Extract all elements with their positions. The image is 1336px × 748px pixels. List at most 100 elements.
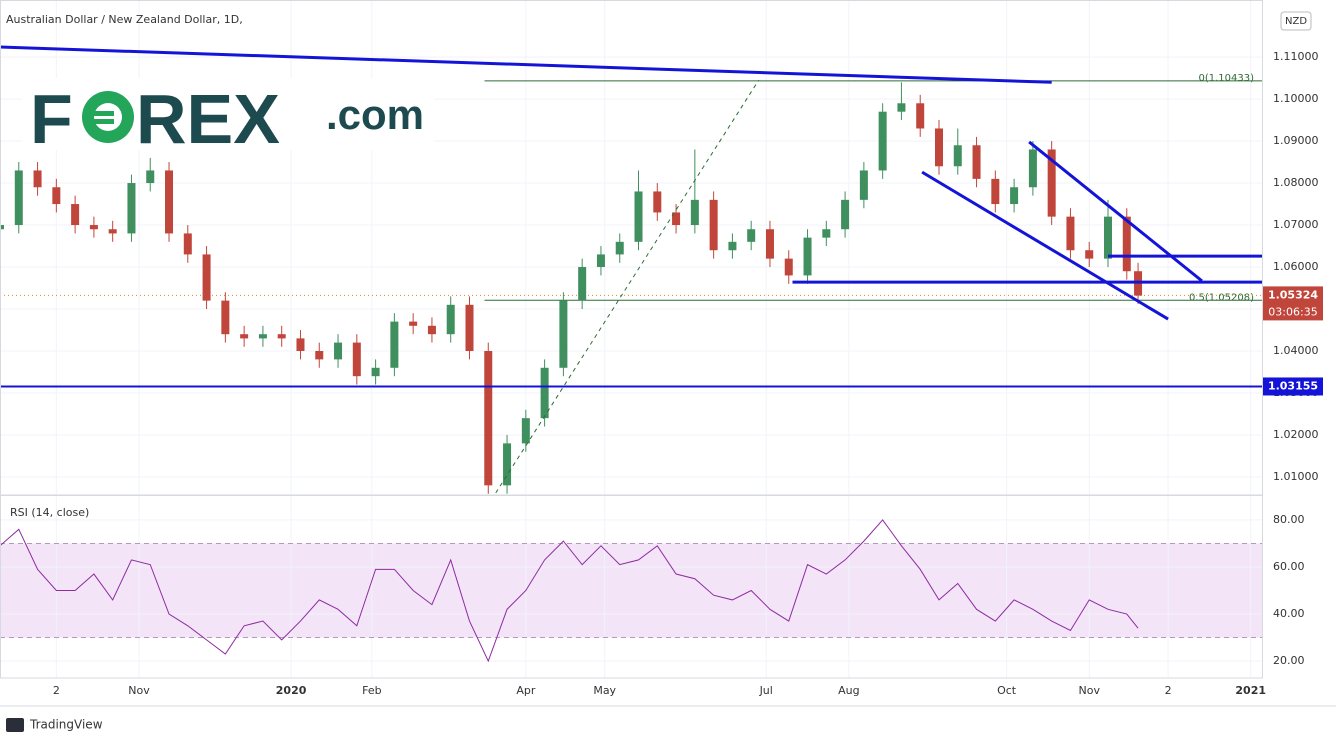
candle-body — [897, 103, 906, 112]
candle-body — [315, 350, 324, 360]
candle-body — [596, 254, 605, 268]
x-tick-label: 2 — [53, 684, 60, 697]
rsi-tick-label: 80.00 — [1273, 513, 1305, 526]
candle-body — [202, 254, 211, 301]
countdown-label: 03:06:35 — [1268, 305, 1317, 318]
logo-suffix: .com — [326, 91, 424, 138]
x-tick-label: Feb — [362, 684, 381, 697]
candle-body — [165, 170, 174, 234]
candle-body — [33, 170, 42, 188]
trend-line — [0, 45, 1052, 84]
x-tick-label: Nov — [128, 684, 150, 697]
candle-body — [728, 241, 737, 251]
candle-body — [71, 204, 80, 226]
candle-body — [690, 199, 699, 226]
logo-right: REX — [136, 80, 280, 158]
tradingview-icon — [6, 718, 24, 732]
candle-body — [277, 334, 286, 339]
x-tick-label: Jul — [759, 684, 773, 697]
fib-label: 0.5(1.05208) — [1189, 292, 1254, 303]
x-tick-label: 2021 — [1235, 684, 1266, 697]
candle-body — [14, 170, 23, 226]
trend-line — [495, 79, 760, 494]
x-tick-label: 2 — [1165, 684, 1172, 697]
candle-body — [240, 334, 249, 339]
last-price-label: 1.05324 — [1268, 288, 1318, 301]
candle-body — [1028, 149, 1037, 188]
candle-body — [822, 229, 831, 238]
candle-body — [859, 170, 868, 200]
candle-body — [521, 418, 530, 444]
candle-body — [446, 304, 455, 335]
fib-label: 0(1.10433) — [1198, 73, 1254, 84]
price-label: 1.03155 — [1268, 379, 1318, 392]
candle-body — [296, 338, 305, 351]
candle-body — [89, 225, 98, 230]
candle-body — [803, 237, 812, 276]
rsi-tick-label: 20.00 — [1273, 654, 1305, 667]
candle-body — [334, 342, 343, 360]
candle-body — [221, 300, 230, 335]
footer: TradingView — [29, 718, 103, 732]
x-tick-label: Nov — [1078, 684, 1100, 697]
candle-body — [916, 103, 925, 129]
candle-body — [484, 350, 493, 486]
y-tick-label: 1.01000 — [1273, 470, 1319, 483]
logo-left: F — [30, 80, 73, 158]
y-tick-label: 1.04000 — [1273, 344, 1319, 357]
candle-body — [578, 267, 587, 301]
candle-body — [427, 325, 436, 335]
last-price-box — [1263, 286, 1323, 321]
candle-body — [709, 199, 718, 251]
y-tick-label: 1.10000 — [1273, 92, 1319, 105]
candle-body — [1066, 216, 1075, 251]
x-tick-label: 2020 — [276, 684, 307, 697]
candle-body — [615, 241, 624, 255]
candle-body — [540, 367, 549, 419]
candle-body — [991, 178, 1000, 205]
candle-body — [503, 443, 512, 486]
candle-body — [146, 170, 155, 184]
rsi-tick-label: 40.00 — [1273, 607, 1305, 620]
candle-body — [653, 191, 662, 213]
rsi-title: RSI (14, close) — [10, 506, 89, 519]
candle-body — [52, 187, 61, 205]
candle-body — [390, 321, 399, 368]
x-tick-label: Apr — [516, 684, 536, 697]
candle-body — [878, 111, 887, 171]
x-tick-label: Oct — [997, 684, 1017, 697]
candle-body — [0, 225, 4, 230]
rsi-pane-border — [0, 494, 1263, 679]
price-label-box — [1263, 377, 1323, 396]
candle-body — [258, 334, 267, 339]
y-tick-label: 1.08000 — [1273, 176, 1319, 189]
rsi-line — [0, 519, 1139, 663]
currency: NZD — [1285, 16, 1307, 27]
candle-body — [953, 145, 962, 167]
y-tick-label: 1.11000 — [1273, 50, 1319, 63]
candle-body — [183, 233, 192, 255]
candle-body — [1047, 149, 1056, 217]
candle-body — [972, 145, 981, 179]
y-tick-label: 1.02000 — [1273, 428, 1319, 441]
y-tick-label: 1.07000 — [1273, 218, 1319, 231]
rsi-tick-label: 60.00 — [1273, 560, 1305, 573]
candle-body — [747, 229, 756, 242]
candle-body — [672, 212, 681, 226]
candle-body — [371, 367, 380, 377]
candle-body — [108, 229, 117, 234]
candle-body — [934, 128, 943, 167]
currency-box — [1280, 11, 1312, 31]
candle-body — [1104, 216, 1113, 259]
trend-line — [1028, 140, 1203, 283]
chart-title: Australian Dollar / New Zealand Dollar, … — [6, 13, 243, 26]
candle-body — [1085, 250, 1094, 259]
candle-body — [409, 321, 418, 326]
candle-body — [634, 191, 643, 242]
candle-body — [1122, 216, 1131, 272]
candle-body — [1010, 187, 1019, 205]
y-tick-label: 1.06000 — [1273, 260, 1319, 273]
rsi-band — [0, 543, 1262, 638]
